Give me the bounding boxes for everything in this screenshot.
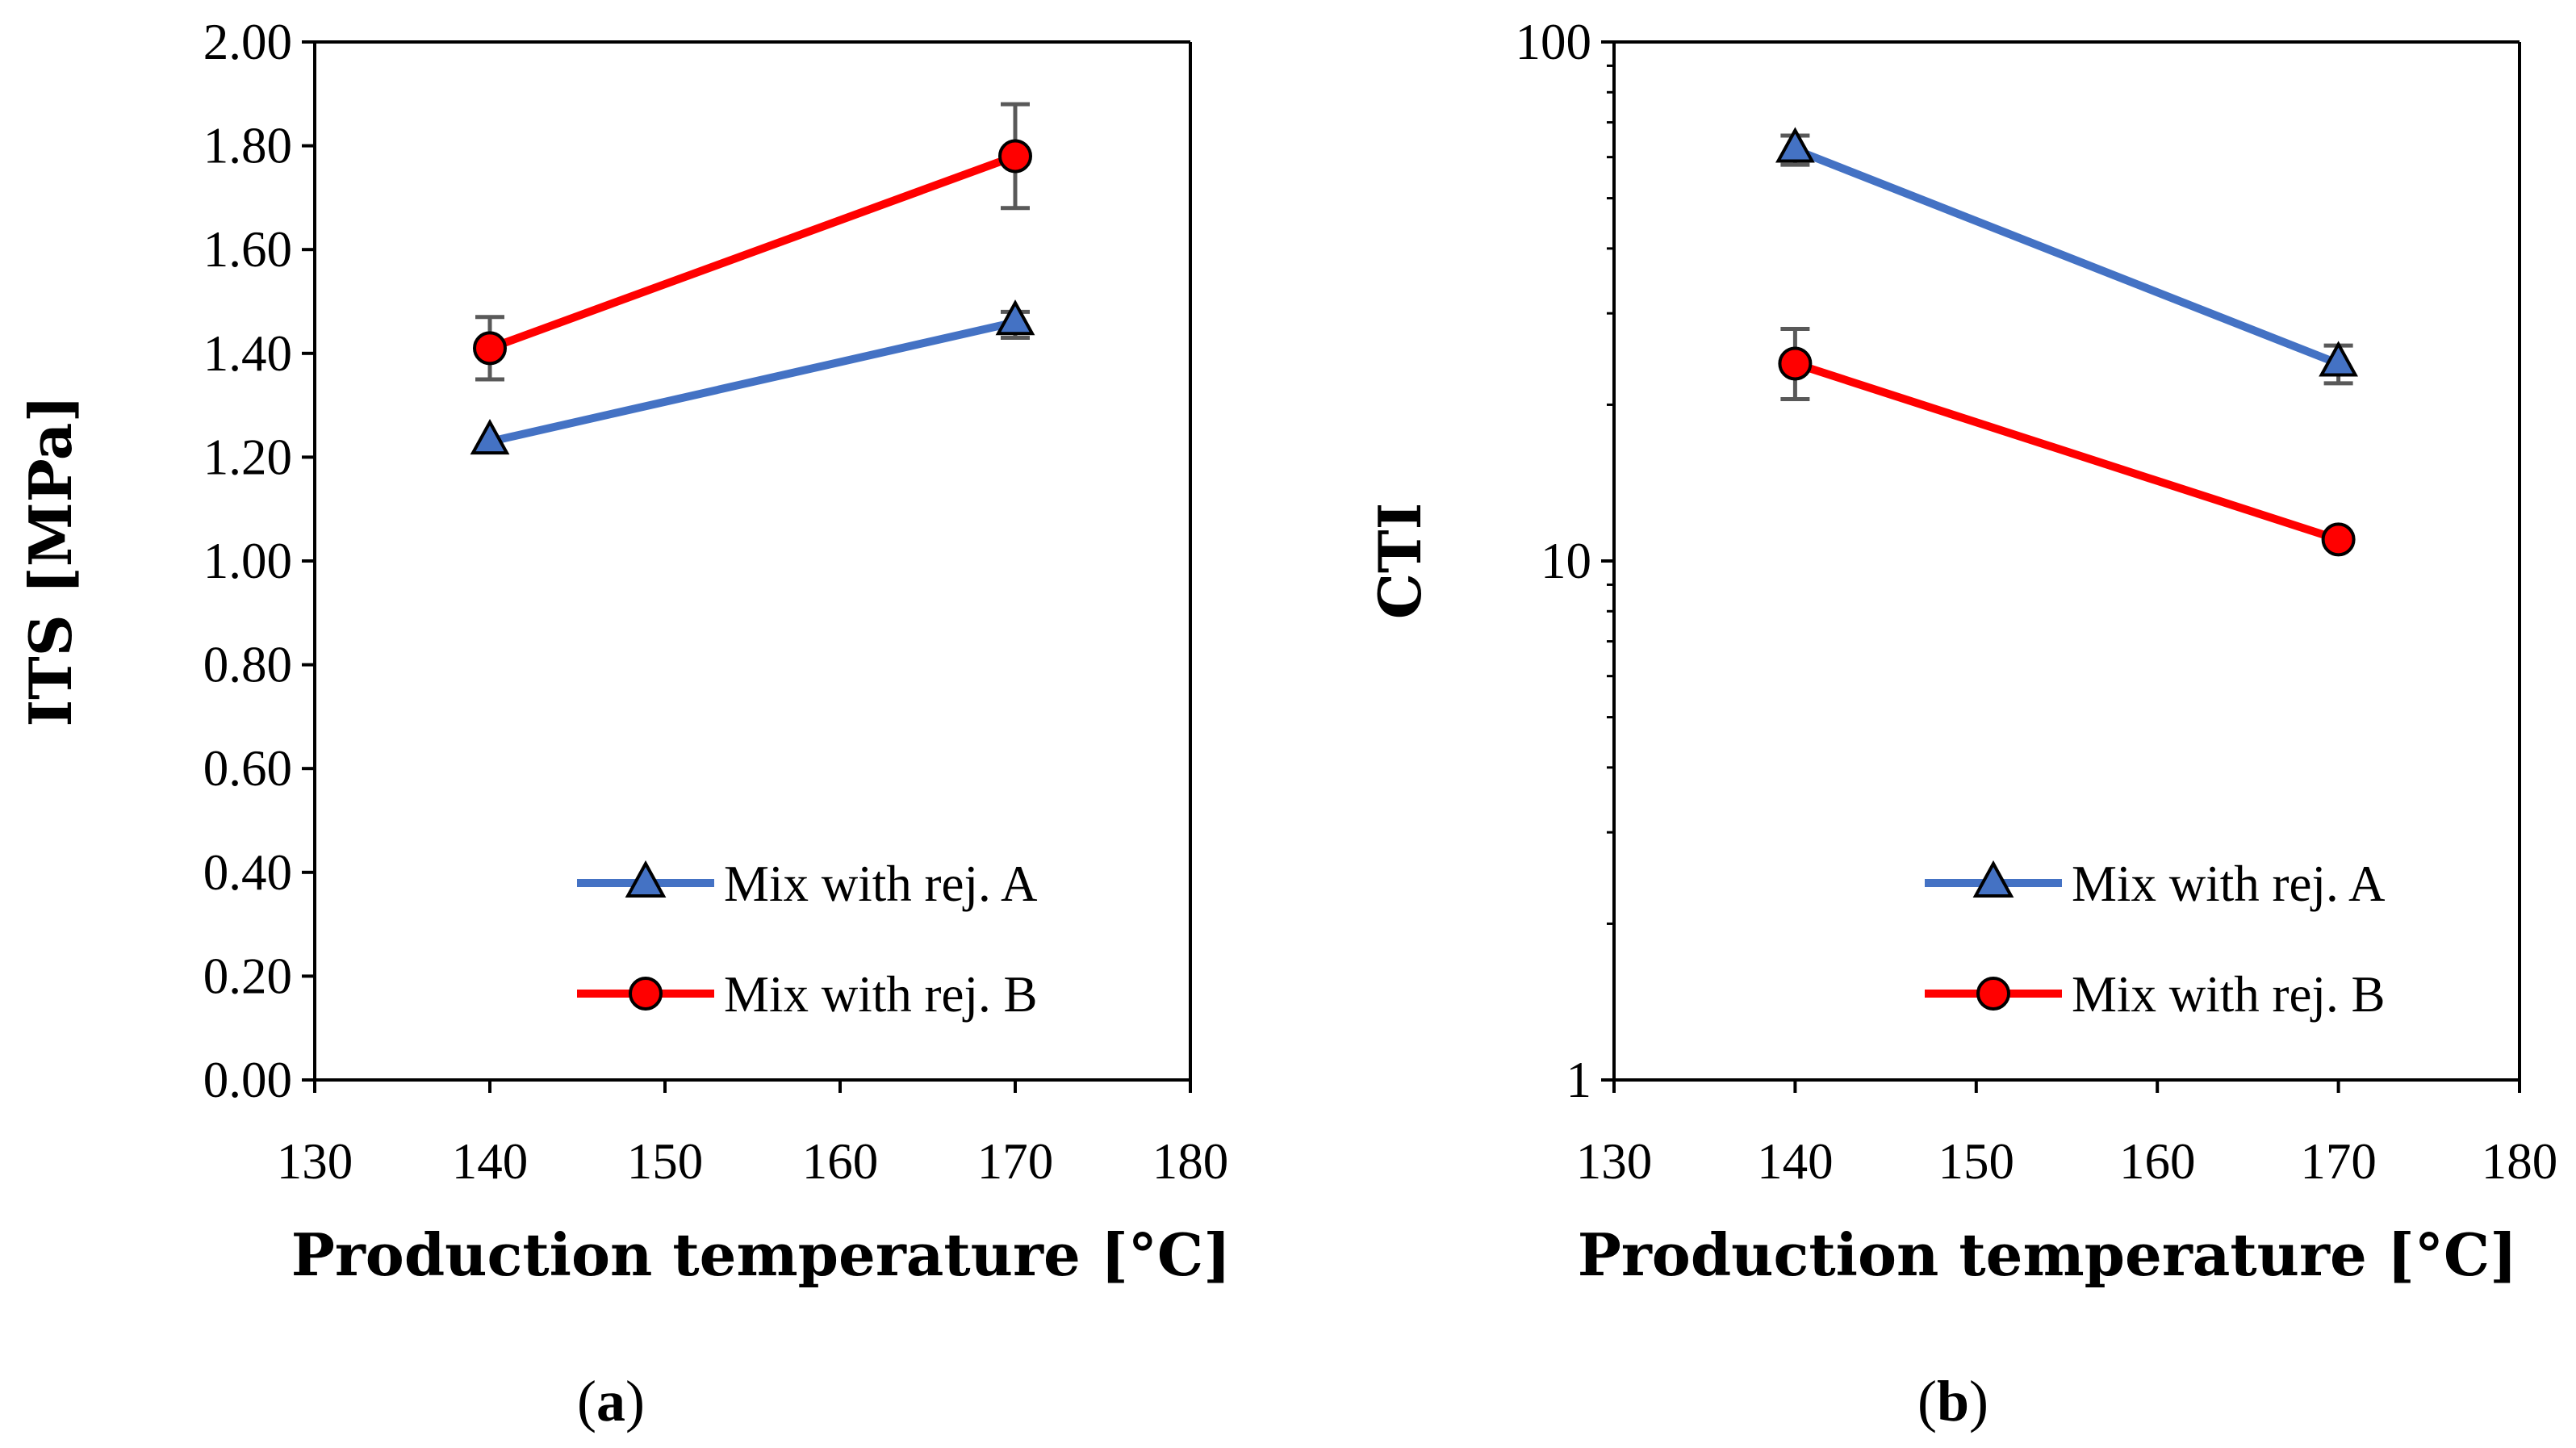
panel-b-series-b-line	[1793, 359, 2340, 544]
panel-a: 0.00 0.20 0.40 0.60 0.80 1.00 1.20 1.40 1.60 1.80…	[16, 14, 1231, 1433]
panel-b-y-ticks: 1 10 100	[1516, 14, 1614, 1108]
panel-b-x-ticks: 130 140 150 160 170 180	[1576, 1080, 2558, 1190]
panel-a-y-tick-label: 2.00	[203, 14, 292, 70]
panel-a-series-b-point	[473, 331, 507, 366]
panel-b-x-tick-label: 130	[1576, 1133, 1653, 1190]
panel-b-y-tick-label: 100	[1516, 14, 1592, 70]
panel-a-series-b-point	[998, 139, 1032, 174]
panel-a-y-tick-label: 0.80	[203, 637, 292, 693]
panel-a-x-tick-label: 160	[802, 1133, 879, 1190]
panel-b-legend-label-a: Mix with rej. A	[2072, 856, 2386, 912]
panel-b-label: (b)	[1917, 1369, 1988, 1433]
panel-a-y-tick-label: 1.80	[203, 118, 292, 174]
panel-a-legend: Mix with rej. A Mix with rej. B	[577, 856, 1038, 1023]
panel-b-legend: Mix with rej. A Mix with rej. B	[1925, 856, 2386, 1023]
panel-a-series-a-line	[488, 318, 1017, 446]
panel-b-x-tick-label: 150	[1938, 1133, 2015, 1190]
panel-a-legend-marker-b	[629, 977, 663, 1011]
panel-b-y-tick-label: 10	[1541, 533, 1591, 589]
panel-a-y-axis-title: ITS [MPa]	[16, 395, 85, 726]
panel-b-x-axis-title: Production temperature [°C]	[1578, 1220, 2518, 1289]
panel-b-legend-marker-a	[1972, 860, 2014, 898]
panel-a-y-tick-label: 1.20	[203, 429, 292, 485]
panel-b-y-tick-label: 1	[1566, 1052, 1592, 1108]
panel-b-series-b-point	[2321, 522, 2356, 557]
panel-a-x-tick-label: 140	[452, 1133, 529, 1190]
panel-a-y-tick-label: 1.60	[203, 221, 292, 278]
panel-b-legend-label-b: Mix with rej. B	[2072, 966, 2386, 1023]
panel-a-series-b-line	[488, 152, 1017, 353]
panel-a-y-ticks: 0.00 0.20 0.40 0.60 0.80 1.00 1.20 1.40 1.60 1.80…	[203, 14, 315, 1108]
panel-a-y-tick-label: 0.60	[203, 740, 292, 797]
panel-a-x-tick-label: 180	[1152, 1133, 1229, 1190]
panel-b-series	[1775, 127, 2358, 557]
panel-a-y-tick-label: 0.20	[203, 948, 292, 1004]
panel-b-x-tick-label: 140	[1757, 1133, 1834, 1190]
panel-b-x-tick-label: 180	[2482, 1133, 2558, 1190]
panel-a-x-tick-label: 150	[627, 1133, 704, 1190]
panel-a-label: (a)	[577, 1369, 645, 1433]
panel-b-series-a-point	[1775, 127, 1815, 163]
panel-b-series-b-point	[1778, 346, 1813, 381]
panel-a-y-tick-label: 1.40	[203, 325, 292, 382]
panel-b-x-tick-label: 170	[2300, 1133, 2377, 1190]
panel-a-series	[470, 102, 1035, 455]
panel-a-y-tick-label: 0.00	[203, 1052, 292, 1108]
panel-a-series-a-point	[995, 299, 1035, 336]
panel-a-x-tick-label: 130	[277, 1133, 353, 1190]
panel-b-series-a-point	[2319, 341, 2358, 377]
panel-b-series-a-line	[1793, 145, 2340, 368]
panel-b-x-tick-label: 160	[2119, 1133, 2196, 1190]
panel-b: 1 10 100 130 140 150 160 170 180 CTI Production…	[1365, 14, 2557, 1433]
panel-b-legend-marker-b	[1976, 977, 2010, 1011]
panel-b-y-axis-title: CTI	[1365, 503, 1434, 620]
panel-a-x-axis-title: Production temperature [°C]	[291, 1220, 1232, 1289]
panel-a-x-tick-label: 170	[977, 1133, 1054, 1190]
panel-a-x-ticks: 130 140 150 160 170 180	[277, 1080, 1229, 1190]
panel-a-legend-label-a: Mix with rej. A	[724, 856, 1038, 912]
panel-a-legend-marker-a	[625, 860, 667, 898]
panel-a-y-tick-label: 0.40	[203, 844, 292, 901]
panel-a-series-a-point	[470, 418, 510, 455]
panel-a-legend-label-b: Mix with rej. B	[724, 966, 1038, 1023]
panel-a-y-tick-label: 1.00	[203, 533, 292, 589]
